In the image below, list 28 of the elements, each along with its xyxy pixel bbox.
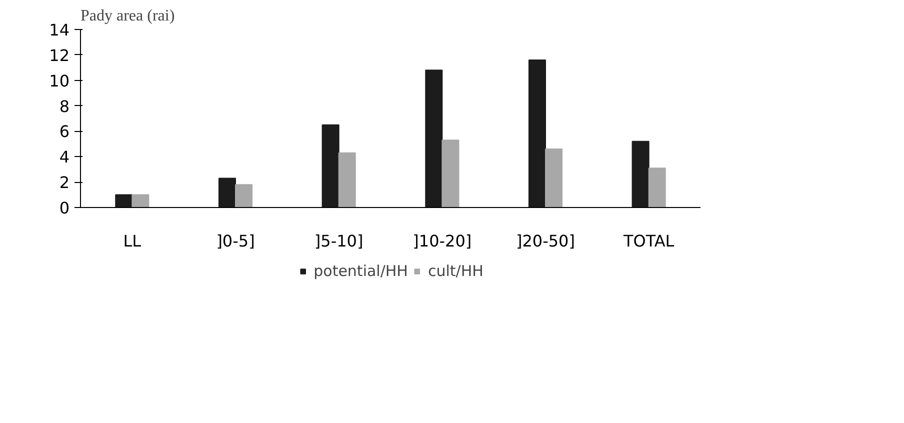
bar (632, 140, 650, 208)
bar (545, 148, 563, 208)
y-tick-label: 8 (59, 96, 70, 116)
bar (132, 194, 150, 208)
x-tick-label: ]10-20] (412, 232, 472, 250)
bar (218, 178, 236, 208)
bar (425, 70, 443, 208)
legend-label: potential/HH (314, 262, 408, 280)
legend-label: cult/HH (428, 262, 484, 280)
y-tick-label: 6 (59, 122, 70, 142)
x-tick-label: ]20-50] (516, 232, 575, 250)
chart-title: Pady area (rai) (80, 8, 175, 24)
y-tick-label: 10 (49, 71, 70, 90)
y-tick-label: 0 (59, 198, 70, 218)
bar (528, 60, 546, 208)
y-tick-label: 12 (49, 46, 70, 65)
x-tick-label: TOTAL (622, 232, 674, 250)
y-tick-label: 14 (49, 20, 70, 40)
y-tick-label: 4 (59, 148, 70, 167)
bar (648, 168, 666, 208)
x-tick-label: ]5-10] (314, 232, 364, 250)
x-tick-label: LL (123, 232, 142, 250)
bar (338, 152, 356, 208)
y-tick-label: 2 (59, 173, 70, 192)
bar (442, 140, 460, 208)
x-tick-label: ]0-5] (216, 232, 255, 250)
bar (235, 184, 253, 208)
bar (322, 124, 340, 208)
